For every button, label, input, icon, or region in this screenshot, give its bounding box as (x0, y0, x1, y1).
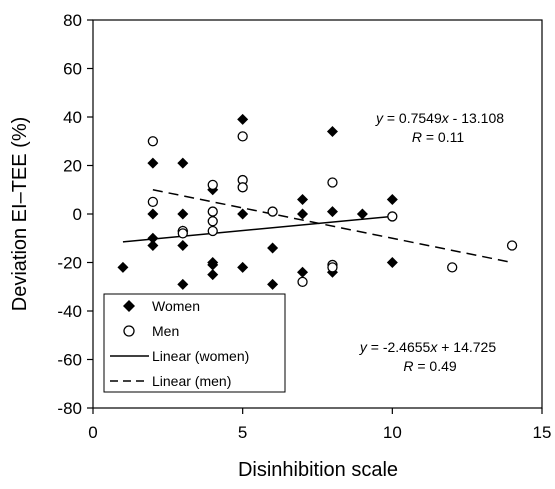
y-tick-label: 20 (63, 157, 82, 176)
y-tick-label: 0 (73, 205, 82, 224)
women-point (207, 259, 219, 271)
data-points (117, 113, 518, 290)
women-point (177, 278, 189, 290)
men-point (237, 131, 248, 142)
women-point (177, 157, 189, 169)
trend-lines (122, 189, 513, 264)
men-point (447, 262, 458, 273)
men-point (387, 211, 398, 222)
women-point (297, 208, 309, 220)
women-point (297, 266, 309, 278)
women-equation-text: y = -2.4655x + 14.725 (359, 339, 496, 355)
men-point (237, 182, 248, 193)
men-point (207, 216, 218, 227)
legend-men-marker (123, 325, 135, 337)
women-point (326, 126, 338, 138)
legend-box (103, 293, 286, 393)
women-point (147, 240, 159, 252)
x-axis: 0 5 10 15 (88, 408, 551, 442)
y-tick-label: 60 (63, 60, 82, 79)
legend: Women Men Linear (women) Linear (men) (103, 293, 286, 393)
men-point (177, 228, 188, 239)
women-equation: y = -2.4655x + 14.725 R = 0.49 (359, 339, 496, 374)
men-equation: y = 0.7549x - 13.108 R = 0.11 (375, 110, 504, 145)
men-point (506, 240, 518, 251)
x-tick-label: 5 (238, 423, 247, 442)
women-point (237, 261, 249, 273)
women-point (386, 193, 398, 205)
y-tick-label: 80 (63, 11, 82, 30)
men-point (327, 177, 338, 188)
women-point (207, 269, 219, 281)
trend-line-linear-men (152, 189, 513, 264)
x-tick-label: 15 (533, 423, 552, 442)
women-point (326, 206, 338, 218)
men-point (147, 136, 159, 147)
y-tick-label: -80 (57, 399, 82, 418)
y-tick-label: -60 (57, 351, 82, 370)
women-point (267, 242, 279, 254)
men-point (297, 276, 308, 288)
men-equation-text: y = 0.7549x - 13.108 (375, 110, 504, 126)
men-point (267, 206, 278, 217)
women-point (147, 232, 159, 244)
legend-women-marker (123, 300, 135, 312)
men-r-text: R = 0.11 (412, 129, 465, 145)
y-tick-label: 40 (63, 108, 82, 127)
x-axis-title: Disinhibition scale (238, 459, 398, 481)
y-tick-label: -20 (57, 254, 82, 273)
women-point (147, 157, 159, 169)
women-r-text: R = 0.49 (403, 358, 457, 374)
women-point (237, 208, 249, 220)
y-axis-title: Deviation EI–TEE (%) (9, 117, 31, 312)
women-point (147, 208, 159, 220)
men-point (207, 206, 218, 217)
women-point (237, 113, 249, 125)
women-point (177, 208, 189, 220)
y-tick-label: -40 (57, 302, 82, 321)
x-tick-label: 10 (383, 423, 402, 442)
legend-men-label: Men (152, 323, 179, 339)
legend-women-label: Women (152, 298, 200, 314)
women-point (267, 278, 279, 290)
women-point (117, 261, 129, 273)
trend-line-linear-women (122, 215, 393, 243)
men-point (147, 196, 159, 208)
men-point (207, 179, 218, 191)
women-point (356, 208, 368, 220)
men-point (327, 262, 338, 273)
women-point (386, 257, 398, 268)
men-point (207, 225, 218, 237)
legend-linear-men-label: Linear (men) (152, 373, 231, 389)
women-point (177, 240, 189, 252)
x-tick-label: 0 (88, 423, 97, 442)
y-axis: -80 -60 -40 -20 0 20 40 60 80 (57, 11, 93, 418)
women-point (297, 193, 309, 205)
legend-linear-women-label: Linear (women) (152, 348, 249, 364)
